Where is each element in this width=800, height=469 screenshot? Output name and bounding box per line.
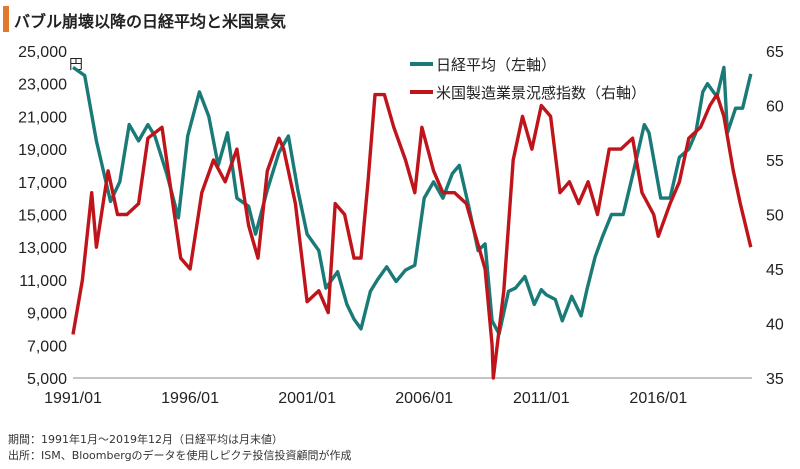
y-right-tick-label: 65 <box>766 44 784 61</box>
x-tick-label: 1991/01 <box>44 390 102 407</box>
y-left-tick-label: 23,000 <box>18 77 67 94</box>
y-right-tick-label: 55 <box>766 153 784 170</box>
y-left-tick-label: 19,000 <box>18 142 67 159</box>
title-accent-bar <box>3 6 9 32</box>
y-left-tick-label: 11,000 <box>19 273 67 290</box>
legend-label-ism: 米国製造業景況感指数（右軸） <box>436 84 646 102</box>
y-left-tick-label: 21,000 <box>18 109 67 126</box>
y-left-tick-label: 5,000 <box>27 371 67 388</box>
series-line-ism <box>71 92 753 380</box>
y-right-tick-label: 35 <box>766 371 784 388</box>
y-right-tick-label: 40 <box>766 317 784 334</box>
y-left-tick-label: 25,000 <box>18 44 67 61</box>
y-right-tick-label: 45 <box>766 262 784 279</box>
legend-label-nikkei: 日経平均（左軸） <box>436 56 556 74</box>
x-tick-label: 2016/01 <box>629 390 687 407</box>
series-line-nikkei <box>72 65 753 336</box>
y-left-tick-label: 17,000 <box>18 175 67 192</box>
y-right-tick-label: 60 <box>766 99 784 116</box>
y-left-tick-label: 9,000 <box>27 306 67 323</box>
y-right-tick-label: 50 <box>766 208 784 225</box>
y-left-tick-label: 13,000 <box>18 240 67 257</box>
legend: 日経平均（左軸） 米国製造業景況感指数（右軸） <box>410 56 646 102</box>
x-tick-label: 2001/01 <box>278 390 336 407</box>
chart-title: バブル崩壊以降の日経平均と米国景気 <box>14 12 287 31</box>
x-tick-label: 2011/01 <box>513 390 570 407</box>
y-left-tick-label: 7,000 <box>27 338 67 355</box>
footer-period: 期間：1991年1月～2019年12月（日経平均は月末値） <box>8 433 283 446</box>
footer-source: 出所：ISM、Bloombergのデータを使用しピクテ投信投資顧問が作成 <box>8 449 352 462</box>
x-tick-label: 1996/01 <box>161 390 219 407</box>
y-left-tick-label: 15,000 <box>18 208 67 225</box>
x-tick-label: 2006/01 <box>395 390 453 407</box>
